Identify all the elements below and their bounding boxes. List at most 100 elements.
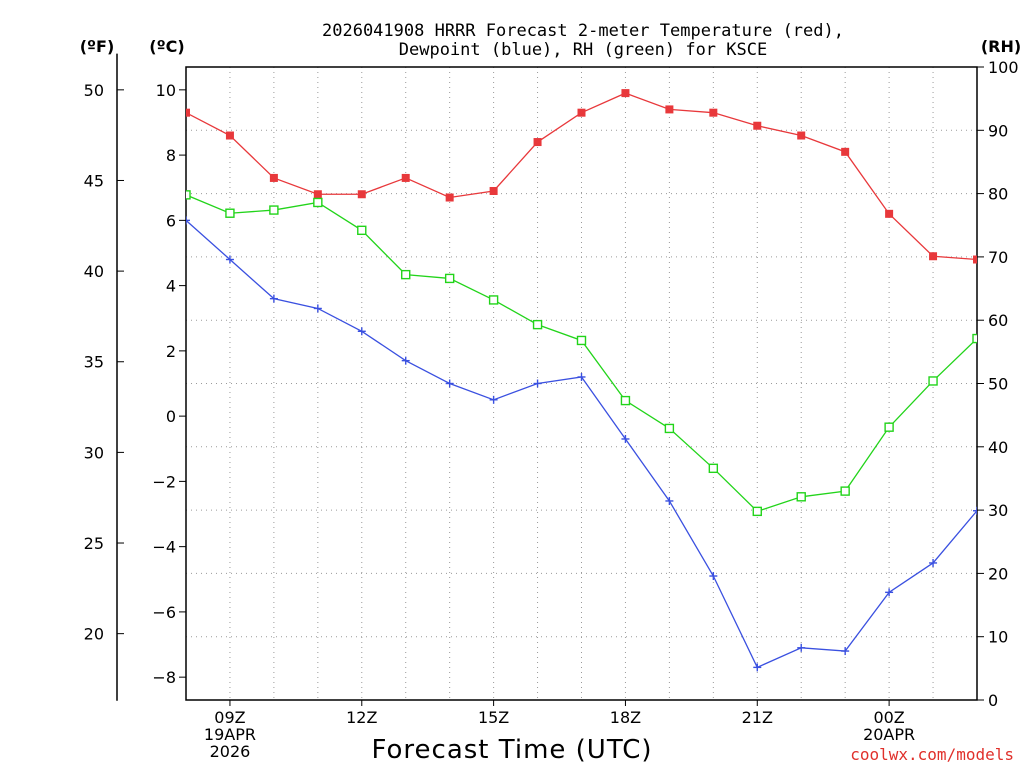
2-meter-temperature-point: [973, 255, 977, 264]
fahrenheit-tick-label: 30: [84, 443, 104, 462]
2-meter-temperature-point: [533, 138, 542, 147]
rh-tick-label: 40: [988, 438, 1008, 457]
rh-point: [186, 190, 191, 200]
2-meter-temperature-point: [313, 190, 322, 199]
x-tick-label: 19APR: [204, 725, 256, 744]
dewpoint-point: [753, 663, 762, 672]
rh-point: [488, 295, 499, 305]
chart-title-line-1: 2026041908 HRRR Forecast 2-meter Tempera…: [322, 21, 844, 41]
rh-point: [401, 269, 411, 280]
dewpoint-point: [186, 216, 190, 225]
x-tick-label: 00Z: [873, 708, 904, 727]
celsius-unit-label: (ºC): [149, 37, 184, 56]
celsius-tick-label: −8: [152, 668, 176, 687]
fahrenheit-tick-label: 20: [84, 625, 104, 644]
source-credit: coolwx.com/models: [850, 745, 1014, 764]
dewpoint-point: [973, 506, 977, 515]
x-tick-label: 21Z: [742, 708, 773, 727]
x-tick-label: 18Z: [610, 708, 641, 727]
celsius-tick-label: −4: [152, 538, 176, 557]
2-meter-temperature-point: [665, 105, 674, 114]
rh-tick-label: 100: [988, 58, 1019, 77]
dewpoint-point: [533, 379, 542, 388]
fahrenheit-tick-label: 45: [84, 171, 104, 190]
x-tick-label: 09Z: [214, 708, 245, 727]
rh-tick-label: 30: [988, 501, 1008, 520]
celsius-tick-label: −6: [152, 603, 176, 622]
2-meter-temperature-point: [489, 186, 498, 195]
rh-point: [576, 335, 587, 346]
dewpoint-point: [929, 558, 938, 567]
rh-point: [269, 205, 279, 215]
2-meter-temperature-line: [186, 92, 977, 261]
rh-tick-label: 0: [988, 691, 998, 710]
rh-tick-label: 10: [988, 628, 1008, 647]
x-tick-label: 2026: [210, 742, 251, 761]
rh-tick-label: 90: [988, 121, 1008, 140]
2-meter-temperature-point: [186, 108, 190, 117]
rh-point: [620, 395, 631, 406]
rh-point: [708, 463, 719, 474]
rh-point: [357, 225, 367, 236]
2-meter-temperature-point: [357, 190, 366, 199]
celsius-tick-label: 6: [166, 211, 176, 230]
celsius-tick-label: 0: [166, 407, 176, 426]
dewpoint-point: [313, 304, 322, 313]
rh-point: [752, 506, 762, 517]
2-meter-temperature-point: [269, 173, 278, 182]
rh-unit-label: (RH): [981, 37, 1021, 56]
fahrenheit-unit-label: (ºF): [80, 37, 115, 56]
dewpoint-point: [665, 496, 674, 505]
dewpoint-point: [357, 327, 366, 336]
fahrenheit-tick-label: 40: [84, 262, 104, 281]
celsius-tick-label: 2: [166, 342, 176, 361]
celsius-tick-label: 8: [166, 146, 176, 165]
2-meter-temperature-point: [577, 108, 586, 117]
2-meter-temperature-point: [709, 108, 718, 117]
2-meter-temperature-point: [753, 121, 762, 130]
data-series: [186, 89, 977, 672]
2-meter-temperature-point: [841, 147, 850, 156]
rh-point: [313, 197, 323, 208]
rh-point: [532, 319, 543, 330]
rh-tick-label: 60: [988, 311, 1008, 330]
dewpoint-point: [841, 647, 850, 656]
dewpoint-point: [489, 395, 498, 404]
chart-title-line-2: Dewpoint (blue), RH (green) for KSCE: [399, 40, 767, 60]
rh-tick-label: 80: [988, 185, 1008, 204]
2-meter-temperature-point: [929, 252, 938, 261]
rh-point: [664, 423, 675, 434]
dewpoint-point: [401, 356, 410, 365]
dewpoint-point: [797, 643, 806, 652]
2-meter-temperature-point: [797, 131, 806, 140]
x-tick-label: 15Z: [478, 708, 509, 727]
rh-point: [884, 422, 894, 432]
dewpoint-point: [445, 379, 454, 388]
dewpoint-point: [577, 372, 586, 381]
rh-tick-label: 70: [988, 248, 1008, 267]
fahrenheit-tick-label: 35: [84, 353, 104, 372]
rh-point: [225, 208, 235, 218]
rh-tick-label: 20: [988, 564, 1008, 583]
x-tick-label: 20APR: [863, 725, 915, 744]
2-meter-temperature-point: [225, 131, 234, 140]
2-meter-temperature-point: [621, 89, 630, 98]
x-axis-title: Forecast Time (UTC): [371, 735, 652, 765]
celsius-tick-label: 4: [166, 277, 176, 296]
2-meter-temperature-point: [445, 193, 454, 202]
celsius-tick-label: −2: [152, 472, 176, 491]
dewpoint-point: [709, 572, 718, 581]
2-meter-temperature-point: [401, 173, 410, 182]
dewpoint-point: [269, 294, 278, 303]
2-meter-temperature-point: [885, 209, 894, 218]
dewpoint-point: [885, 588, 894, 597]
rh-point: [928, 376, 938, 386]
celsius-tick-label: 10: [156, 81, 176, 100]
fahrenheit-tick-label: 25: [84, 534, 104, 553]
dewpoint-point: [225, 255, 234, 264]
rh-point: [840, 486, 850, 496]
grid: [186, 67, 977, 700]
x-tick-label: 12Z: [346, 708, 377, 727]
